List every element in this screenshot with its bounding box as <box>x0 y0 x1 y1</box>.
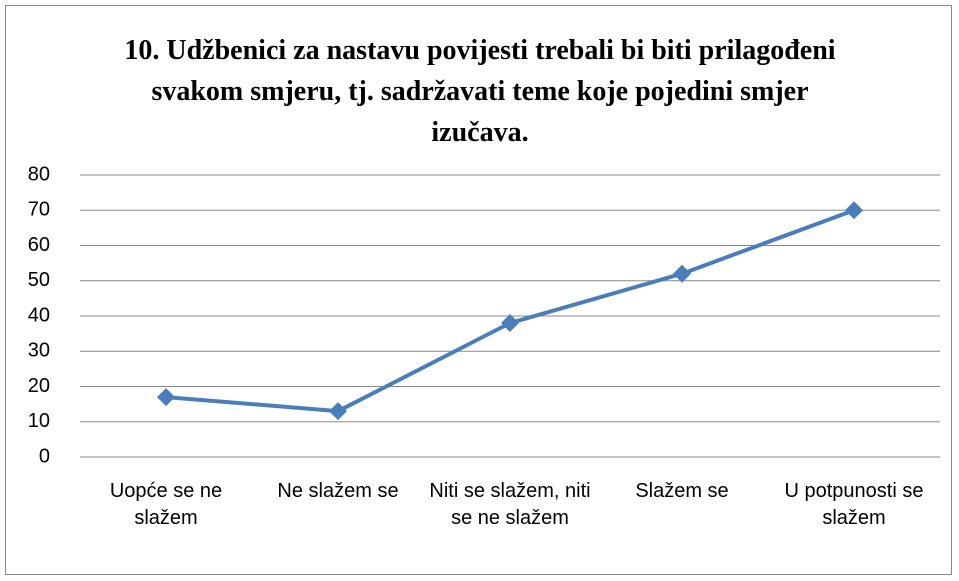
marker <box>329 402 347 421</box>
y-tick-label: 40 <box>28 304 50 326</box>
y-tick-label: 0 <box>39 445 50 467</box>
x-tick-label: Uopće se ne slažem <box>109 480 223 529</box>
x-tick-label: Ne slažem se <box>277 480 399 502</box>
y-tick-label: 20 <box>28 375 50 397</box>
y-tick-label: 30 <box>28 340 50 362</box>
x-tick-label: U potpunosti se slažem <box>784 480 924 529</box>
chart-border <box>5 5 952 575</box>
y-tick-label: 10 <box>28 410 50 432</box>
line <box>165 208 855 414</box>
marker <box>157 388 175 407</box>
marker <box>673 264 691 283</box>
y-tick-label: 70 <box>28 199 50 221</box>
y-tick-label: 50 <box>28 269 50 291</box>
y-tick-label: 80 <box>28 163 50 185</box>
x-tick-label: Niti se slažem, niti se ne slažem <box>429 480 591 529</box>
chart-title: 10. Udžbenici za nastavu povijesti treba… <box>124 35 836 148</box>
x-tick-label: Slažem se <box>635 480 729 502</box>
marker <box>845 201 863 220</box>
y-tick-label: 60 <box>28 234 50 256</box>
marker <box>501 314 519 333</box>
